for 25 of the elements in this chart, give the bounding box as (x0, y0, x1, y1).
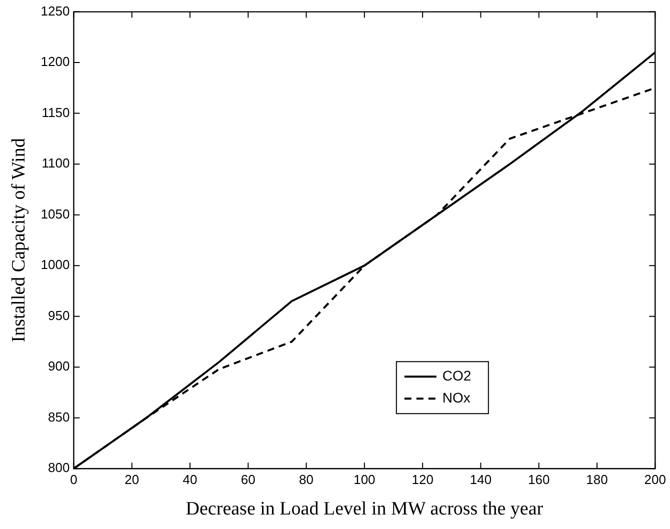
y-axis-title: Installed Capacity of Wind (8, 138, 30, 342)
x-tick-label: 140 (470, 472, 492, 487)
y-tick-label: 1100 (42, 156, 70, 171)
x-tick-label: 60 (240, 472, 256, 487)
x-tick-label: 160 (528, 472, 550, 487)
y-tick-label: 900 (48, 358, 70, 374)
x-tick-label: 40 (182, 472, 198, 487)
y-tick-label: 950 (48, 308, 70, 323)
x-tick-label: 0 (70, 472, 78, 487)
x-tick-label: 20 (124, 472, 140, 487)
x-tick-label: 80 (299, 472, 314, 487)
x-tick-label: 100 (354, 472, 376, 487)
x-tick-label: 120 (412, 472, 434, 487)
x-tick-label: 200 (644, 472, 666, 487)
legend-label: CO2 (442, 367, 472, 384)
y-tick-label: 1250 (40, 3, 70, 18)
y-tick-label: 1050 (40, 206, 70, 222)
y-tick-label: 850 (48, 409, 70, 424)
x-axis-title: Decrease in Load Level in MW across the year (186, 498, 544, 520)
legend-label: NOx (442, 389, 470, 406)
y-tick-label: 1000 (40, 257, 70, 272)
y-tick-label: 1200 (40, 54, 70, 70)
x-tick-label: 180 (586, 472, 608, 487)
y-tick-label: 1150 (42, 104, 70, 120)
y-tick-label: 800 (48, 460, 70, 476)
